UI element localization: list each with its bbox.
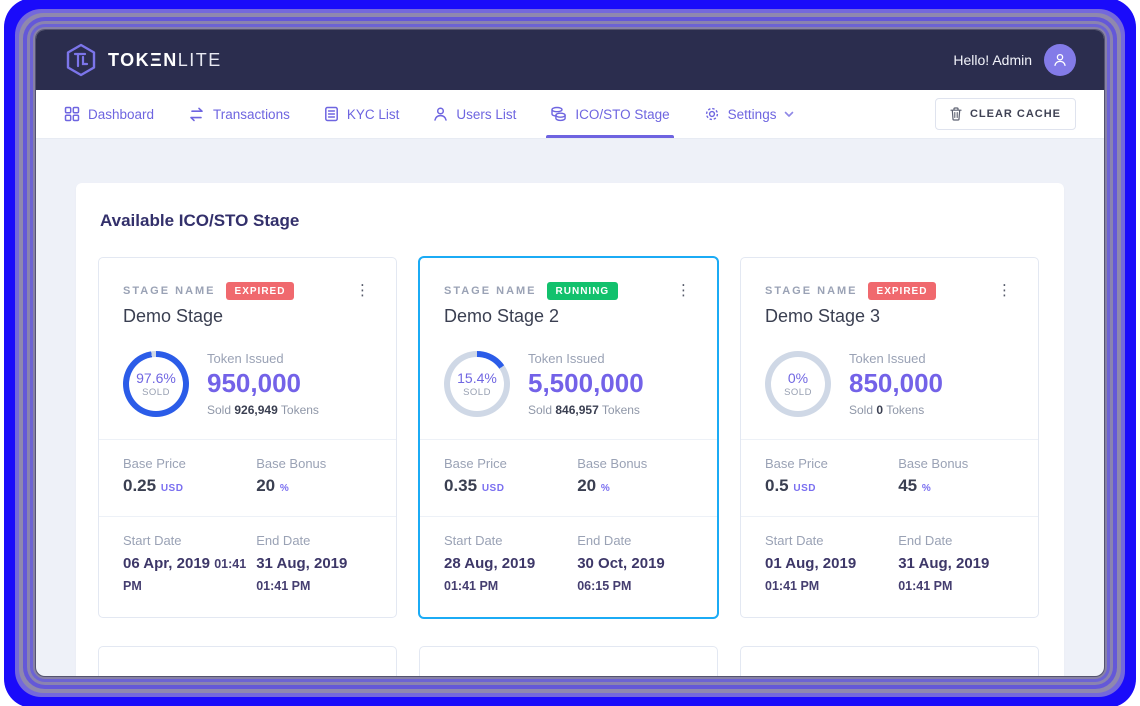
top-header: TOKΞNLITE Hello! Admin	[36, 30, 1104, 90]
end-date-value: 30 Oct, 2019 06:15 PM	[577, 555, 665, 593]
page-title: Available ICO/STO Stage	[100, 211, 300, 230]
token-issued-label: Token Issued	[849, 351, 926, 366]
dates-section: Start Date 06 Apr, 2019 01:41 PM End Dat…	[99, 516, 396, 617]
start-date-label: Start Date	[765, 533, 824, 548]
nav-item-transactions[interactable]: Transactions	[188, 90, 290, 138]
stage-card-partial	[98, 645, 397, 676]
card-menu-button[interactable]: ⋮	[997, 282, 1012, 299]
token-issued-label: Token Issued	[207, 351, 284, 366]
users-icon	[434, 107, 448, 121]
stage-title: Demo Stage 3	[765, 306, 881, 326]
sold-donut-chart: 15.4% SOLD	[444, 351, 510, 417]
sold-percent: 15.4%	[457, 370, 497, 386]
base-price-label: Base Price	[123, 456, 186, 471]
base-price-value: 0.35 USD	[444, 476, 505, 495]
stage-card-partial	[740, 645, 1039, 676]
sold-word: SOLD	[784, 387, 812, 398]
start-date-value: 28 Aug, 2019 01:41 PM	[444, 555, 536, 593]
base-bonus-value: 45 %	[898, 476, 932, 495]
user-avatar[interactable]	[1044, 44, 1076, 76]
base-bonus-label: Base Bonus	[256, 456, 327, 471]
stage-title: Demo Stage	[123, 306, 224, 326]
sold-donut-chart: 97.6% SOLD	[123, 351, 189, 417]
sold-tokens-line: Sold 926,949 Tokens	[207, 403, 319, 417]
base-price-value: 0.5 USD	[765, 476, 816, 495]
kyc-list-icon	[324, 106, 338, 122]
stage-cards-row: STAGE NAME EXPIRED ⋮ Demo Stage 97.6% SO…	[98, 257, 1042, 618]
base-bonus-label: Base Bonus	[577, 456, 648, 471]
stage-name-label: STAGE NAME	[765, 285, 858, 297]
sold-tokens-line: Sold 846,957 Tokens	[528, 403, 640, 417]
price-section: Base Price 0.35 USD Base Bonus 20 %	[420, 439, 717, 516]
sold-word: SOLD	[463, 387, 491, 398]
nav-item-users-list[interactable]: Users List	[433, 90, 516, 138]
chevron-down-icon	[785, 111, 794, 117]
end-date-value: 31 Aug, 2019 01:41 PM	[898, 555, 990, 593]
base-price-value: 0.25 USD	[123, 476, 184, 495]
dashboard-icon	[64, 106, 80, 122]
base-bonus-value: 20 %	[256, 476, 290, 495]
token-issued-value: 850,000	[849, 368, 943, 398]
brand-name: TOKΞNLITE	[108, 49, 222, 70]
stage-card-demo-stage-2: STAGE NAME RUNNING ⋮ Demo Stage 2 15.4% …	[419, 257, 718, 618]
clear-cache-button[interactable]: CLEAR CACHE	[934, 98, 1076, 130]
nav-item-settings[interactable]: Settings	[704, 90, 795, 138]
end-date-label: End Date	[898, 533, 953, 548]
base-bonus-value: 20 %	[577, 476, 611, 495]
base-bonus-label: Base Bonus	[898, 456, 969, 471]
stage-card-demo-stage-3: STAGE NAME EXPIRED ⋮ Demo Stage 3 0% SOL…	[740, 257, 1039, 618]
gear-icon	[705, 107, 718, 121]
end-date-value: 31 Aug, 2019 01:41 PM	[256, 555, 348, 593]
sold-word: SOLD	[142, 387, 170, 398]
card-menu-button[interactable]: ⋮	[676, 282, 691, 299]
app-window: TOKΞNLITE Hello! Admin Dashboard	[36, 30, 1104, 676]
stage-title: Demo Stage 2	[444, 306, 560, 326]
token-issued-label: Token Issued	[528, 351, 605, 366]
card-menu-button[interactable]: ⋮	[355, 282, 370, 299]
token-issued-value: 950,000	[207, 368, 301, 398]
start-date-value: 01 Aug, 2019 01:41 PM	[765, 555, 857, 593]
sold-donut-chart: 0% SOLD	[765, 351, 831, 417]
price-section: Base Price 0.5 USD Base Bonus 45 %	[741, 439, 1038, 516]
price-section: Base Price 0.25 USD Base Bonus 20 %	[99, 439, 396, 516]
transactions-icon	[190, 107, 203, 121]
token-issued-value: 5,500,000	[528, 368, 644, 398]
stage-name-label: STAGE NAME	[444, 285, 537, 297]
dates-section: Start Date 01 Aug, 2019 01:41 PM End Dat…	[741, 516, 1038, 617]
start-date-label: Start Date	[444, 533, 503, 548]
sold-percent: 0%	[787, 370, 809, 386]
status-badge: RUNNING	[546, 282, 619, 300]
base-price-label: Base Price	[765, 456, 828, 471]
tokenlite-logo-icon	[64, 43, 98, 77]
start-date-value: 06 Apr, 2019 01:41 PM	[123, 555, 247, 593]
base-price-label: Base Price	[444, 456, 507, 471]
sold-tokens-line: Sold 0 Tokens	[849, 403, 925, 417]
end-date-label: End Date	[256, 533, 311, 548]
stage-name-label: STAGE NAME	[123, 285, 216, 297]
start-date-label: Start Date	[123, 533, 182, 548]
stage-card-partial	[419, 645, 718, 676]
nav-item-dashboard[interactable]: Dashboard	[64, 90, 154, 138]
nav-item-kyc-list[interactable]: KYC List	[324, 90, 399, 138]
person-icon	[1054, 53, 1066, 67]
status-badge: EXPIRED	[225, 282, 295, 300]
nav-item-ico-sto-stage[interactable]: ICO/STO Stage	[546, 90, 674, 138]
sold-percent: 97.6%	[136, 370, 176, 386]
greeting-text: Hello! Admin	[953, 52, 1032, 68]
stage-card-demo-stage: STAGE NAME EXPIRED ⋮ Demo Stage 97.6% SO…	[98, 257, 397, 618]
content-panel: Available ICO/STO Stage STAGE NAME EXPIR…	[76, 183, 1064, 676]
dates-section: Start Date 28 Aug, 2019 01:41 PM End Dat…	[420, 516, 717, 617]
status-badge: EXPIRED	[867, 282, 937, 300]
main-nav: Dashboard Transactions KYC List Users Li…	[36, 90, 1104, 139]
end-date-label: End Date	[577, 533, 632, 548]
stage-cards-row-partial	[98, 645, 1042, 676]
brand-logo[interactable]: TOKΞNLITE	[64, 43, 222, 77]
coins-stack-icon	[551, 106, 567, 122]
trash-icon	[950, 107, 962, 121]
